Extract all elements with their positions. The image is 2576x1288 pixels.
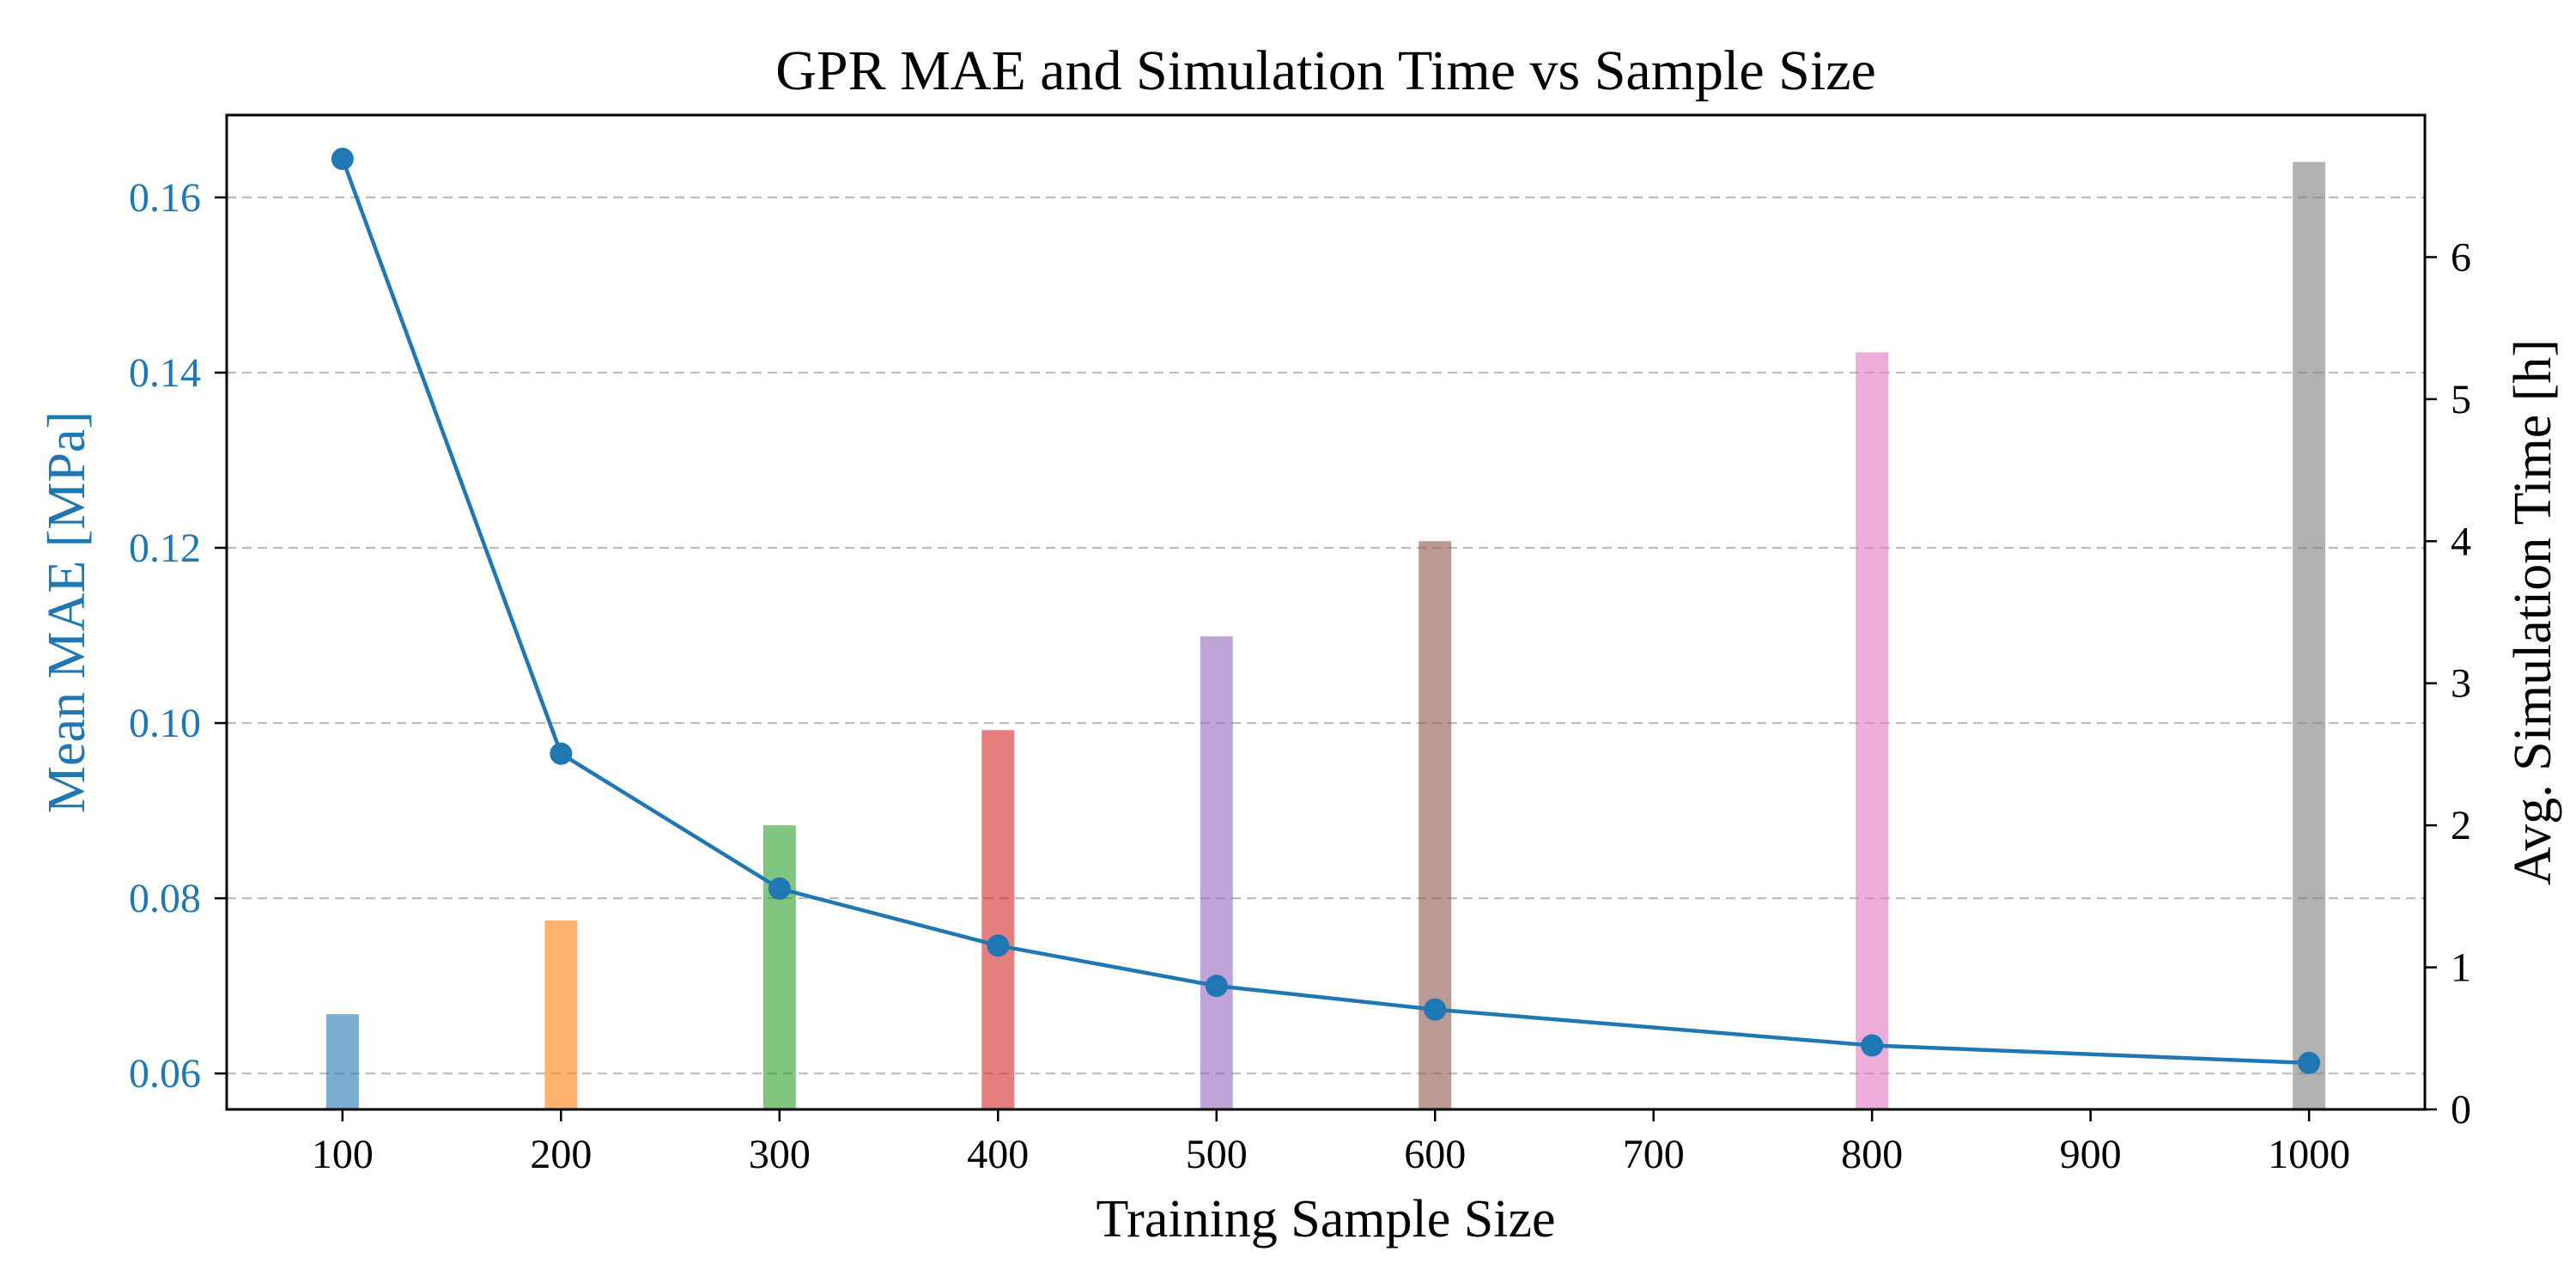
bar-series bbox=[325, 161, 2326, 1109]
x-tick-label: 800 bbox=[1841, 1132, 1903, 1177]
y-right-tick-label: 1 bbox=[2451, 945, 2471, 991]
x-tick-label: 100 bbox=[312, 1132, 374, 1177]
y-right-tick-label: 3 bbox=[2451, 661, 2471, 707]
mae-point bbox=[987, 934, 1010, 957]
mae-point bbox=[1424, 998, 1447, 1021]
y-right-tick-label: 0 bbox=[2451, 1087, 2471, 1133]
y-right-tick-label: 5 bbox=[2451, 377, 2471, 422]
bar bbox=[325, 1014, 359, 1109]
x-tick-label: 300 bbox=[749, 1132, 811, 1177]
mae-point bbox=[2298, 1051, 2321, 1074]
x-tick-label: 1000 bbox=[2268, 1132, 2350, 1177]
bar bbox=[544, 920, 578, 1109]
y-left-tick-label: 0.10 bbox=[129, 701, 201, 746]
y-right-tick-label: 2 bbox=[2451, 803, 2471, 848]
x-tick-label: 600 bbox=[1404, 1132, 1466, 1177]
mae-point bbox=[768, 877, 791, 900]
y-left-tick-label: 0.16 bbox=[129, 175, 201, 221]
bar bbox=[1200, 636, 1233, 1109]
y-left-tick-label: 0.14 bbox=[129, 350, 201, 396]
chart-title: GPR MAE and Simulation Time vs Sample Si… bbox=[775, 39, 1876, 102]
x-tick-label: 400 bbox=[967, 1132, 1029, 1177]
x-tick-label: 700 bbox=[1623, 1132, 1685, 1177]
mae-line bbox=[340, 158, 2310, 1066]
y-left-tick-label: 0.12 bbox=[129, 526, 201, 571]
mae-point bbox=[1861, 1034, 1884, 1057]
bar bbox=[1419, 541, 1452, 1109]
x-tick-label: 900 bbox=[2060, 1132, 2122, 1177]
bar bbox=[762, 825, 796, 1109]
grid-lines bbox=[227, 196, 2425, 1075]
mae-point bbox=[331, 148, 354, 171]
plot-frame bbox=[225, 113, 2427, 1111]
bar bbox=[981, 730, 1015, 1109]
y-axis-right-title: Avg. Simulation Time [h] bbox=[2504, 339, 2562, 885]
bar bbox=[2293, 161, 2326, 1109]
y-left-tick-label: 0.08 bbox=[129, 876, 201, 921]
y-axis-left-title: Mean MAE [MPa] bbox=[38, 411, 96, 813]
x-axis-title: Training Sample Size bbox=[1096, 1190, 1555, 1249]
mae-point bbox=[550, 742, 573, 765]
x-tick-label: 200 bbox=[530, 1132, 592, 1177]
bar bbox=[1856, 352, 1889, 1109]
y-left-tick-label: 0.06 bbox=[129, 1051, 201, 1097]
y-right-tick-label: 4 bbox=[2451, 519, 2471, 564]
mae-point bbox=[1205, 975, 1228, 998]
line-series bbox=[331, 148, 2321, 1074]
axis-ticks: 100 200 300 400 500 600 700 800 900 1000 0.06 0.08 0… bbox=[129, 175, 2471, 1177]
y-right-tick-label: 6 bbox=[2451, 234, 2471, 280]
x-tick-label: 500 bbox=[1186, 1132, 1248, 1177]
